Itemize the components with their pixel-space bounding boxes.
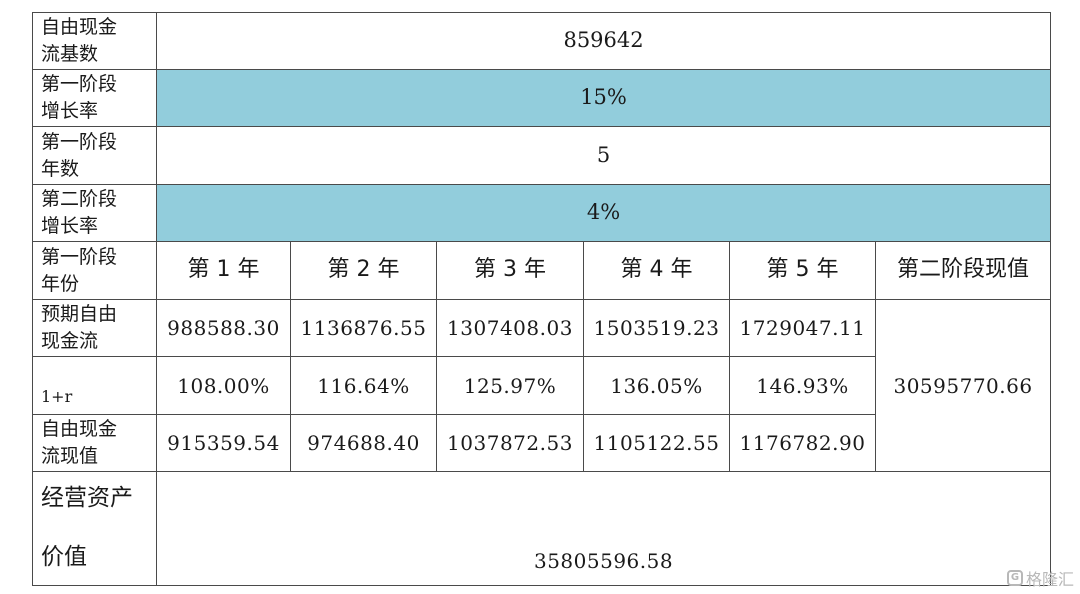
value-stage1-growth: 15% <box>155 69 1052 127</box>
one-plus-r-year-4: 136.05% <box>583 356 730 415</box>
value-stage2-growth: 4% <box>155 184 1052 242</box>
label-fcf-pv: 自由现金 流现值 <box>32 414 157 472</box>
row-year-header: 第一阶段 年份 第 1 年 第 2 年 第 3 年 第 4 年 第 5 年 第二… <box>32 241 1052 300</box>
year-1-header: 第 1 年 <box>156 241 291 300</box>
value-stage1-years: 5 <box>155 126 1052 185</box>
label-stage1-years: 第一阶段 年数 <box>32 126 157 185</box>
row-operating-asset-value: 经营资产 价值 35805596.58 <box>32 471 1052 586</box>
label-operating-asset-value: 经营资产 价值 <box>32 471 157 586</box>
fcf-pv-year-4: 1105122.55 <box>583 414 730 472</box>
watermark-text: 格隆汇 <box>1025 570 1074 589</box>
stage2-pv-header: 第二阶段现值 <box>874 241 1052 300</box>
fcf-pv-year-2: 974688.40 <box>290 414 437 472</box>
gelonghui-logo-icon: G <box>1006 570 1023 586</box>
value-base-fcf: 859642 <box>155 12 1052 70</box>
label-one-plus-r: 1+r <box>32 356 157 415</box>
year-2-header: 第 2 年 <box>290 241 437 300</box>
fcf-pv-year-5: 1176782.90 <box>729 414 876 472</box>
row-base-fcf: 自由现金 流基数 859642 <box>32 12 1052 70</box>
expected-fcf-year-4: 1503519.23 <box>583 299 730 357</box>
label-base-fcf: 自由现金 流基数 <box>32 12 157 70</box>
fcf-pv-year-1: 915359.54 <box>156 414 291 472</box>
year-5-header: 第 5 年 <box>729 241 876 300</box>
row-fcf-pv: 自由现金 流现值 915359.54 974688.40 1037872.53 … <box>32 414 1051 472</box>
one-plus-r-year-1: 108.00% <box>156 356 291 415</box>
fcf-pv-year-3: 1037872.53 <box>436 414 584 472</box>
year-3-header: 第 3 年 <box>436 241 584 300</box>
row-expected-fcf: 预期自由 现金流 988588.30 1136876.55 1307408.03… <box>32 299 1052 472</box>
label-stage2-growth: 第二阶段 增长率 <box>32 184 157 242</box>
row-one-plus-r: 1+r 108.00% 116.64% 125.97% 136.05% 146.… <box>32 356 1051 415</box>
label-year-header: 第一阶段 年份 <box>32 241 157 300</box>
row-stage1-years: 第一阶段 年数 5 <box>32 126 1052 185</box>
year-4-header: 第 4 年 <box>583 241 730 300</box>
dcf-valuation-table: 自由现金 流基数 859642 第一阶段 增长率 15% 第一阶段 年数 5 第… <box>32 12 1052 586</box>
expected-fcf-year-3: 1307408.03 <box>436 299 584 357</box>
expected-fcf-year-2: 1136876.55 <box>290 299 437 357</box>
one-plus-r-year-5: 146.93% <box>729 356 876 415</box>
expected-fcf-year-5: 1729047.11 <box>729 299 876 357</box>
row-stage1-growth: 第一阶段 增长率 15% <box>32 69 1052 127</box>
one-plus-r-year-2: 116.64% <box>290 356 437 415</box>
expected-fcf-year-1: 988588.30 <box>156 299 291 357</box>
stage2-pv-value: 30595770.66 <box>874 299 1052 472</box>
label-expected-fcf: 预期自由 现金流 <box>32 299 157 357</box>
label-stage1-growth: 第一阶段 增长率 <box>32 69 157 127</box>
one-plus-r-year-3: 125.97% <box>436 356 584 415</box>
value-operating-asset-value: 35805596.58 <box>155 471 1052 586</box>
watermark: G 格隆汇 <box>1006 566 1074 590</box>
row-stage2-growth: 第二阶段 增长率 4% <box>32 184 1052 242</box>
